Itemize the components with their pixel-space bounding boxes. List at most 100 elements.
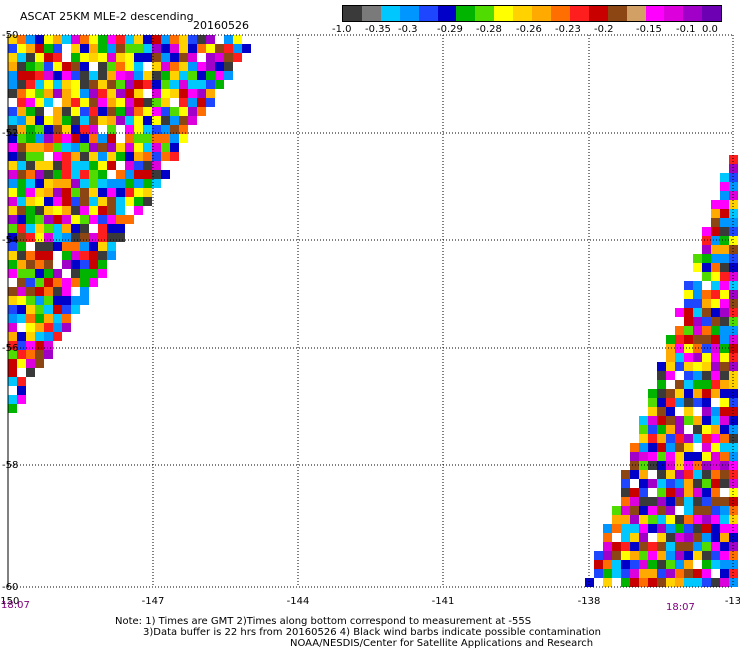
wind-cell — [107, 107, 116, 116]
wind-cell — [206, 62, 215, 71]
wind-cell — [729, 533, 738, 542]
wind-cell — [62, 170, 71, 179]
wind-cell — [684, 515, 693, 524]
wind-cell — [134, 80, 143, 89]
wind-cell — [53, 134, 62, 143]
wind-cell — [675, 416, 684, 425]
wind-cell — [233, 53, 242, 62]
wind-cell — [675, 470, 684, 479]
wind-cell — [44, 152, 53, 161]
wind-cell — [693, 416, 702, 425]
wind-cell — [152, 35, 161, 44]
wind-cell — [53, 296, 62, 305]
wind-cell — [666, 578, 675, 587]
wind-cell — [612, 569, 621, 578]
colorbar-swatch — [456, 6, 476, 21]
wind-cell — [612, 578, 621, 587]
wind-cell — [702, 470, 711, 479]
wind-cell — [116, 179, 125, 188]
wind-cell — [648, 533, 657, 542]
wind-cell — [26, 296, 35, 305]
wind-cell — [134, 107, 143, 116]
wind-cell — [729, 173, 738, 182]
wind-cell — [702, 461, 711, 470]
wind-cell — [53, 44, 62, 53]
wind-cell — [44, 314, 53, 323]
wind-cell — [693, 353, 702, 362]
wind-cell — [8, 260, 17, 269]
wind-cell — [62, 107, 71, 116]
wind-cell — [711, 227, 720, 236]
wind-cell — [53, 305, 62, 314]
colorbar-label: -0.2 — [594, 24, 614, 35]
wind-cell — [26, 323, 35, 332]
wind-cell — [170, 44, 179, 53]
wind-cell — [161, 152, 170, 161]
wind-cell — [71, 179, 80, 188]
wind-cell — [26, 161, 35, 170]
wind-cell — [35, 242, 44, 251]
wind-cell — [125, 215, 134, 224]
wind-cell — [134, 89, 143, 98]
wind-cell — [711, 344, 720, 353]
wind-cell — [702, 569, 711, 578]
wind-cell — [89, 116, 98, 125]
wind-cell — [711, 470, 720, 479]
wind-cell — [35, 287, 44, 296]
wind-cell — [98, 251, 107, 260]
wind-cell — [17, 269, 26, 278]
wind-cell — [143, 98, 152, 107]
wind-cell — [143, 107, 152, 116]
wind-cell — [639, 542, 648, 551]
wind-cell — [711, 533, 720, 542]
wind-cell — [53, 161, 62, 170]
wind-cell — [657, 425, 666, 434]
colorbar-label: -1.0 — [332, 24, 352, 35]
label-layer: -50 -52 -54 -56 -58 -60 -150 -147 -144 -141 -138 -1… — [0, 30, 740, 613]
wind-cell — [684, 461, 693, 470]
wind-cell — [657, 380, 666, 389]
wind-cell — [62, 278, 71, 287]
wind-cell — [98, 143, 107, 152]
wind-cell — [693, 452, 702, 461]
wind-cell — [711, 236, 720, 245]
wind-cell — [657, 524, 666, 533]
wind-cell — [53, 89, 62, 98]
wind-cell — [17, 125, 26, 134]
wind-cell — [702, 488, 711, 497]
wind-cell — [71, 62, 80, 71]
wind-cell — [702, 236, 711, 245]
wind-cell — [711, 326, 720, 335]
wind-cell — [720, 542, 729, 551]
wind-cell — [143, 53, 152, 62]
wind-cell — [666, 497, 675, 506]
wind-cell — [711, 578, 720, 587]
wind-cell — [98, 107, 107, 116]
wind-cell — [603, 542, 612, 551]
wind-cell — [143, 71, 152, 80]
wind-cell — [729, 335, 738, 344]
wind-cell — [197, 62, 206, 71]
wind-cell — [53, 215, 62, 224]
wind-cell — [35, 98, 44, 107]
wind-cell — [675, 542, 684, 551]
wind-cell — [675, 398, 684, 407]
wind-cell — [152, 179, 161, 188]
wind-cell — [648, 578, 657, 587]
wind-cell — [639, 560, 648, 569]
wind-cell — [125, 224, 134, 233]
wind-cell — [152, 89, 161, 98]
wind-cell — [62, 260, 71, 269]
wind-cell — [44, 260, 53, 269]
colorbar-swatch — [361, 6, 381, 21]
wind-cell — [8, 350, 17, 359]
wind-cell — [89, 206, 98, 215]
wind-cell — [116, 125, 125, 134]
wind-cell — [657, 389, 666, 398]
latitude-tick-label: -60 — [2, 582, 18, 593]
wind-cell — [116, 197, 125, 206]
wind-cell — [693, 533, 702, 542]
wind-cell — [675, 551, 684, 560]
wind-cell — [62, 197, 71, 206]
wind-cell — [693, 497, 702, 506]
